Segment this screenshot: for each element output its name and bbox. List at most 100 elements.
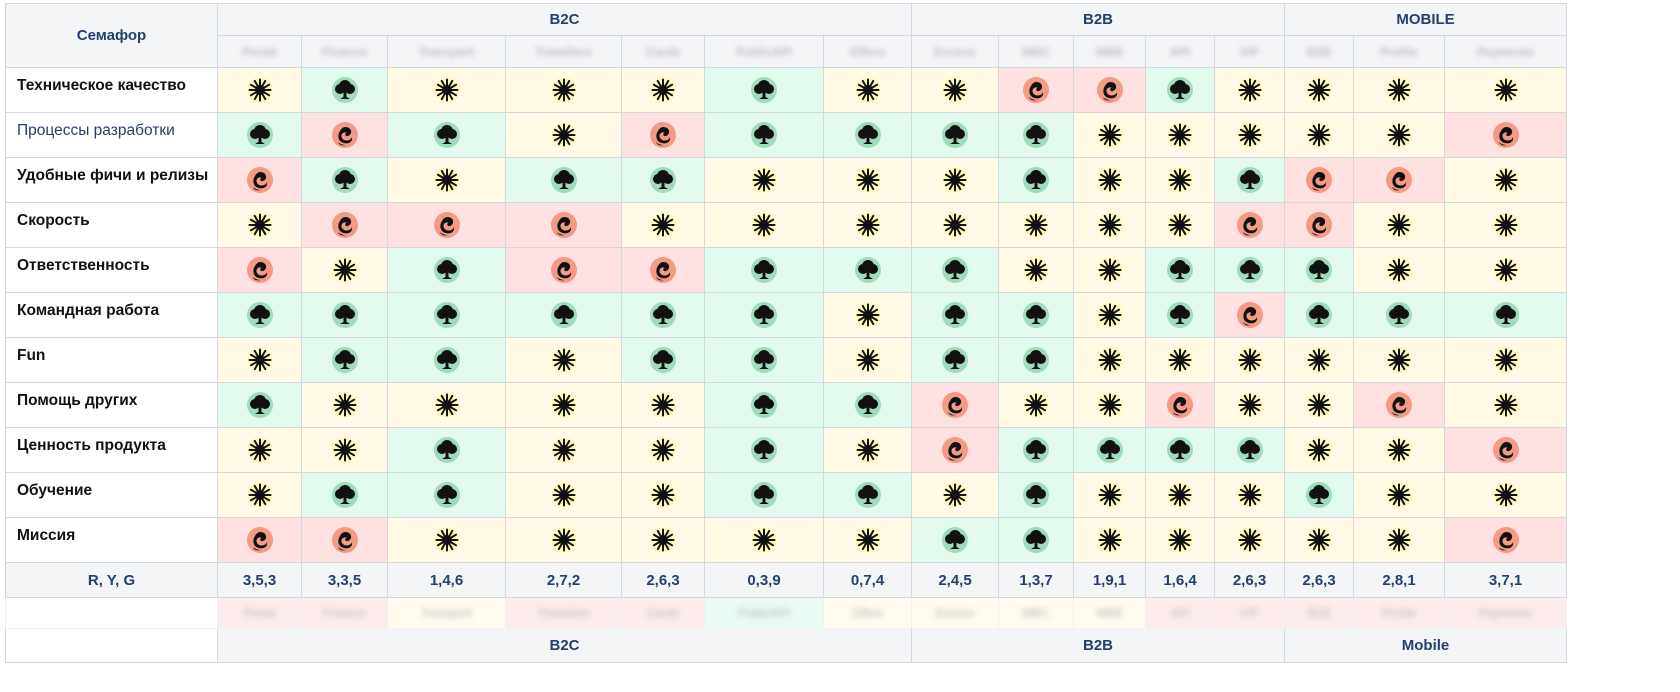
tree-icon xyxy=(433,482,460,508)
team-header-b2b[interactable]: B2B xyxy=(1284,35,1354,68)
blurred-team-cell: Travellers xyxy=(505,597,622,629)
status-cell xyxy=(1073,292,1146,338)
status-cell xyxy=(1353,202,1445,248)
status-cell xyxy=(387,517,506,563)
metric-row: Техническое качество xyxy=(5,67,1567,113)
tree-icon xyxy=(246,122,273,148)
sun-icon xyxy=(751,212,777,238)
tree-icon xyxy=(942,527,968,553)
tree-icon xyxy=(1096,437,1123,463)
team-header-vip[interactable]: VIP xyxy=(1214,35,1285,68)
team-header-payments[interactable]: Payments xyxy=(1444,35,1567,68)
status-cell xyxy=(1353,517,1445,563)
team-header-mbb[interactable]: MBB xyxy=(1073,35,1146,68)
sun-icon xyxy=(550,122,577,148)
status-cell xyxy=(1073,112,1146,158)
team-header-publicapi[interactable]: PublicAPI xyxy=(704,35,824,68)
sun-icon xyxy=(550,392,577,418)
tree-icon xyxy=(854,482,881,508)
tree-icon xyxy=(1236,167,1263,193)
metric-label: Миссия xyxy=(5,517,218,563)
status-cell xyxy=(911,247,999,293)
sun-icon xyxy=(1096,257,1123,283)
fire-swirl-icon xyxy=(246,527,273,553)
status-cell xyxy=(1444,112,1567,158)
sun-icon xyxy=(1492,482,1519,508)
status-cell xyxy=(505,112,622,158)
sun-icon xyxy=(433,167,460,193)
status-cell xyxy=(1444,427,1567,473)
status-cell xyxy=(823,202,912,248)
team-header-mbc[interactable]: MBC xyxy=(998,35,1074,68)
fire-swirl-icon xyxy=(246,167,273,193)
tree-icon xyxy=(650,347,676,373)
sun-icon xyxy=(1096,527,1123,553)
team-header-portal[interactable]: Portal xyxy=(217,35,302,68)
status-cell xyxy=(1353,472,1445,518)
team-header-label: B2B xyxy=(1306,45,1331,59)
status-cell xyxy=(621,67,705,113)
status-cell xyxy=(823,247,912,293)
sun-icon xyxy=(1306,77,1332,103)
tree-icon xyxy=(1023,302,1049,328)
tree-icon xyxy=(1306,257,1332,283)
tree-icon xyxy=(751,122,777,148)
tree-icon xyxy=(433,347,460,373)
sun-icon xyxy=(1023,212,1049,238)
sun-icon xyxy=(650,527,676,553)
status-cell xyxy=(505,427,622,473)
team-header-cards[interactable]: Cards xyxy=(621,35,705,68)
sun-icon xyxy=(550,77,577,103)
blurred-team-label: Excess xyxy=(935,606,975,620)
status-cell xyxy=(217,382,302,428)
team-header-finance[interactable]: Finance xyxy=(301,35,388,68)
sun-icon xyxy=(1386,347,1412,373)
metric-row: Командная работа xyxy=(5,292,1567,338)
sun-icon xyxy=(1492,167,1519,193)
status-cell xyxy=(704,112,824,158)
team-header-profile[interactable]: Profile xyxy=(1353,35,1445,68)
status-cell xyxy=(1284,202,1354,248)
fire-swirl-icon xyxy=(1236,212,1263,238)
sun-icon xyxy=(942,482,968,508)
team-header-offers[interactable]: Offers xyxy=(823,35,912,68)
sun-icon xyxy=(1236,122,1263,148)
team-header-transport[interactable]: Transport xyxy=(387,35,506,68)
status-cell xyxy=(301,292,388,338)
status-cell xyxy=(1353,382,1445,428)
status-cell xyxy=(301,202,388,248)
status-cell xyxy=(1214,517,1285,563)
team-header-api[interactable]: API xyxy=(1145,35,1215,68)
metric-row: Помощь других xyxy=(5,382,1567,428)
status-cell xyxy=(1444,67,1567,113)
footer-group-row: B2C B2B Mobile xyxy=(5,628,1567,663)
fire-swirl-icon xyxy=(1492,437,1519,463)
blurred-team-cell: Payments xyxy=(1444,597,1567,629)
status-cell xyxy=(1444,382,1567,428)
sun-icon xyxy=(1096,167,1123,193)
tree-icon xyxy=(854,122,881,148)
status-cell xyxy=(621,427,705,473)
status-cell xyxy=(1145,247,1215,293)
tree-icon xyxy=(650,302,676,328)
metric-label-link[interactable]: Процессы разработки xyxy=(5,112,218,158)
status-cell xyxy=(1145,472,1215,518)
team-header-excess[interactable]: Excess xyxy=(911,35,999,68)
status-cell xyxy=(387,67,506,113)
total-cell: 1,9,1 xyxy=(1073,562,1146,598)
sun-icon xyxy=(650,392,676,418)
sun-icon xyxy=(246,347,273,373)
team-header-travellers[interactable]: Travellers xyxy=(505,35,622,68)
status-cell xyxy=(505,157,622,203)
sun-icon xyxy=(246,437,273,463)
status-cell xyxy=(998,382,1074,428)
sun-icon xyxy=(1236,77,1263,103)
status-cell xyxy=(1073,202,1146,248)
status-cell xyxy=(301,337,388,383)
tree-icon xyxy=(433,302,460,328)
status-cell xyxy=(1073,382,1146,428)
sun-icon xyxy=(1492,77,1519,103)
sun-icon xyxy=(331,392,358,418)
blurred-team-label: Travellers xyxy=(537,606,590,620)
status-cell xyxy=(823,427,912,473)
